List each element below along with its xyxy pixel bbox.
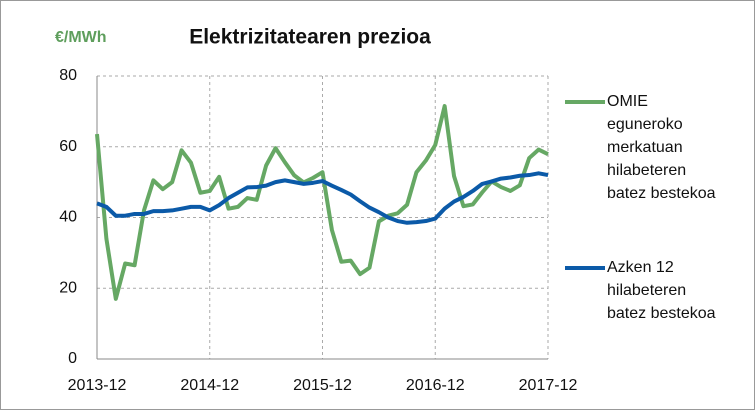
y-tick-label: 40	[59, 209, 77, 226]
x-tick-label: 2016-12	[406, 377, 465, 394]
series-line	[95, 104, 549, 301]
legend-label: OMIE eguneroko merkatuan hilabeteren bat…	[607, 93, 716, 202]
y-axis-label: €/MWh	[55, 29, 107, 46]
x-tick-label: 2017-12	[519, 377, 578, 394]
x-tick-label: 2015-12	[293, 377, 352, 394]
series-line	[96, 171, 549, 225]
x-tick-label: 2014-12	[180, 377, 239, 394]
x-tick-label: 2013-12	[68, 377, 127, 394]
y-tick-label: 20	[59, 279, 77, 296]
chart-title: Elektrizitatearen prezioa	[189, 26, 431, 49]
legend-label: Azken 12 hilabeteren batez bestekoa	[607, 259, 716, 322]
y-tick-label: 60	[59, 138, 77, 155]
y-tick-label: 80	[59, 67, 77, 84]
y-tick-label: 0	[68, 350, 77, 367]
